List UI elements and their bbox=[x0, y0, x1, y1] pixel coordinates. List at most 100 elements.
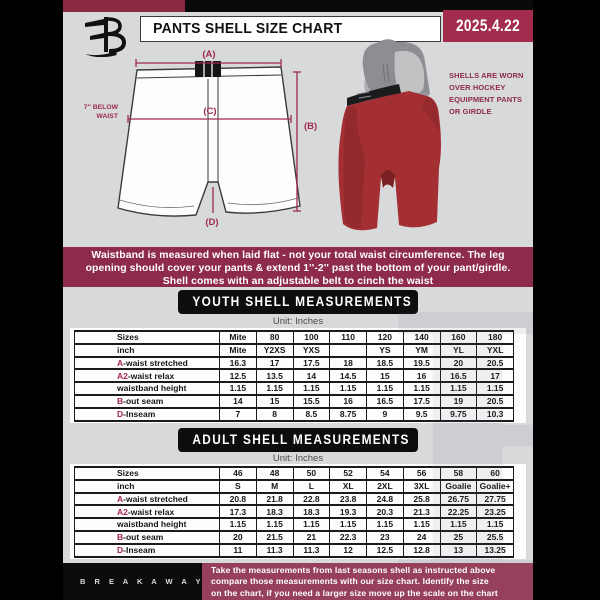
table-cell: 12 bbox=[329, 542, 367, 558]
table-cell: 15.5 bbox=[292, 394, 331, 409]
table-cell: 24.8 bbox=[366, 491, 404, 507]
table-cell: 1.15 bbox=[219, 517, 257, 532]
shell-shape bbox=[338, 91, 441, 231]
shell-photo bbox=[338, 39, 441, 231]
table-cell: 1.15 bbox=[329, 517, 367, 532]
table-cell: 1.15 bbox=[366, 517, 404, 532]
row-label: A-waist stretched bbox=[74, 491, 220, 507]
adult-unit-label: Unit: Inches bbox=[272, 453, 324, 464]
table-cell: 13.5 bbox=[255, 368, 294, 384]
row-label: A2-waist relax bbox=[74, 368, 220, 384]
table-cell: 16.3 bbox=[219, 355, 257, 371]
table-cell: 20.5 bbox=[476, 394, 514, 409]
table-cell: 11.3 bbox=[255, 542, 294, 558]
table-cell: 14 bbox=[219, 394, 257, 409]
table-cell: 17 bbox=[255, 355, 294, 371]
table-cell: 160 bbox=[439, 330, 478, 345]
table-cell: 16 bbox=[329, 394, 367, 409]
table-cell: 1.15 bbox=[366, 381, 404, 396]
table-row: Sizes Mite 80 100 110 120 140 160 180 bbox=[74, 330, 514, 345]
table-cell: 50 bbox=[292, 466, 331, 481]
table-cell: 16 bbox=[402, 368, 441, 384]
waist-note-line1: 7'' BELOW bbox=[84, 104, 119, 111]
table-cell: 23 bbox=[366, 530, 404, 545]
table-cell: 48 bbox=[255, 466, 294, 481]
table-row: A-waist stretched 16.3 17 17.5 18 18.5 19.5 20 2… bbox=[74, 355, 514, 371]
table-cell: 23.25 bbox=[476, 504, 514, 520]
row-label: Sizes bbox=[74, 466, 220, 481]
table-cell: 8.5 bbox=[292, 406, 331, 422]
adult-size-table: Sizes 46 48 50 52 54 56 58 60 inch S M L XL 2XL 3XL Goal… bbox=[74, 466, 514, 558]
table-cell: 10.3 bbox=[476, 406, 514, 422]
table-cell: YS bbox=[366, 342, 404, 358]
table-row: B-out seam 14 15 15.5 16 16.5 17.5 19 20.5 bbox=[74, 394, 514, 409]
caption-line: EQUIPMENT PANTS bbox=[449, 95, 523, 104]
top-strip-black bbox=[185, 0, 533, 12]
measure-c-label: (C) bbox=[203, 106, 216, 117]
row-label: waistband height bbox=[74, 517, 220, 532]
caption-line: OVER HOCKEY bbox=[449, 83, 506, 92]
table-cell: 54 bbox=[366, 466, 404, 481]
table-cell: 1.15 bbox=[402, 517, 441, 532]
table-cell: 26.75 bbox=[439, 491, 478, 507]
table-cell: 60 bbox=[476, 466, 514, 481]
table-cell: 7 bbox=[219, 406, 257, 422]
table-row: D-Inseam 11 11.3 11.3 12 12.5 12.8 13 13.25 bbox=[74, 542, 514, 558]
table-cell: YXS bbox=[292, 342, 331, 358]
row-label: A-waist stretched bbox=[74, 355, 220, 371]
table-cell: 80 bbox=[255, 330, 294, 345]
table-cell: 9.75 bbox=[439, 406, 478, 422]
table-cell: 1.15 bbox=[292, 381, 331, 396]
table-cell bbox=[329, 342, 367, 358]
row-label: B-out seam bbox=[74, 530, 220, 545]
date-badge: 2025.4.22 bbox=[443, 10, 533, 42]
table-cell: 21 bbox=[292, 530, 331, 545]
table-cell: 56 bbox=[402, 466, 441, 481]
youth-section-title: YOUTH SHELL MEASUREMENTS bbox=[192, 294, 412, 309]
youth-section-header: YOUTH SHELL MEASUREMENTS bbox=[178, 290, 418, 314]
caption-line: SHELLS ARE WORN bbox=[449, 71, 524, 80]
row-label: Sizes bbox=[74, 330, 220, 345]
table-cell: 17 bbox=[476, 368, 514, 384]
table-row: Sizes 46 48 50 52 54 56 58 60 bbox=[74, 466, 514, 481]
table-cell: 23.8 bbox=[329, 491, 367, 507]
row-label: inch bbox=[74, 342, 220, 358]
row-label: D-Inseam bbox=[74, 406, 220, 422]
table-cell: 58 bbox=[439, 466, 478, 481]
table-cell: 120 bbox=[366, 330, 404, 345]
table-row: B-out seam 20 21.5 21 22.3 23 24 25 25.5 bbox=[74, 530, 514, 545]
adult-section-title: ADULT SHELL MEASUREMENTS bbox=[192, 432, 410, 447]
adult-section-header: ADULT SHELL MEASUREMENTS bbox=[178, 428, 418, 452]
table-cell: YM bbox=[402, 342, 441, 358]
table-row: A2-waist relax 17.3 18.3 18.3 19.3 20.3 21.3 22… bbox=[74, 504, 514, 520]
table-cell: 1.15 bbox=[439, 517, 478, 532]
table-cell: 11 bbox=[219, 542, 257, 558]
table-cell: Y2XS bbox=[255, 342, 294, 358]
table-cell: 52 bbox=[329, 466, 367, 481]
row-label: waistband height bbox=[74, 381, 220, 396]
footer-brand-name: B R E A K A W A Y bbox=[80, 577, 204, 586]
table-cell: 19.5 bbox=[402, 355, 441, 371]
banner-line: opening should cover your pants & extend… bbox=[85, 263, 511, 275]
table-cell: 12.8 bbox=[402, 542, 441, 558]
table-cell: 15 bbox=[255, 394, 294, 409]
table-cell: 9.5 bbox=[402, 406, 441, 422]
table-cell: Mite bbox=[219, 330, 257, 345]
table-cell: Goalie+ bbox=[476, 478, 514, 494]
shell-waistband bbox=[347, 84, 401, 106]
table-cell: 21.3 bbox=[402, 504, 441, 520]
table-cell: 9 bbox=[366, 406, 404, 422]
table-cell: 25.5 bbox=[476, 530, 514, 545]
table-cell: 25.8 bbox=[402, 491, 441, 507]
table-cell: S bbox=[219, 478, 257, 494]
table-cell: M bbox=[255, 478, 294, 494]
table-row: inch S M L XL 2XL 3XL Goalie Goalie+ bbox=[74, 478, 514, 494]
table-cell: 1.15 bbox=[476, 517, 514, 532]
youth-unit-label: Unit: Inches bbox=[272, 316, 324, 327]
row-label: D-Inseam bbox=[74, 542, 220, 558]
banner-line: Shell comes with an adjustable belt to c… bbox=[162, 276, 434, 288]
table-cell: 20 bbox=[439, 355, 478, 371]
footer-brand-bar: B R E A K A W A Y bbox=[63, 563, 202, 600]
table-cell: 27.75 bbox=[476, 491, 514, 507]
